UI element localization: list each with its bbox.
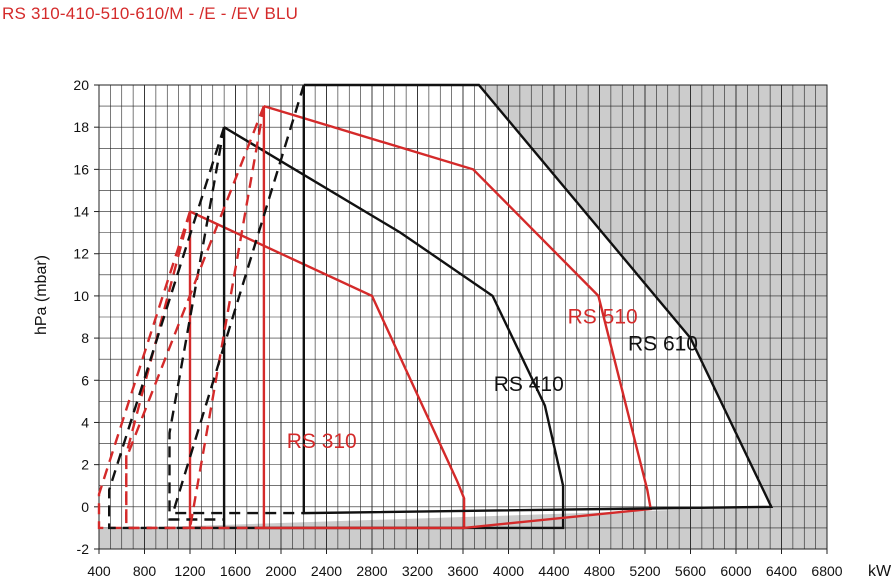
x-tick-label: 6800 — [811, 563, 842, 579]
x-tick-label: 2800 — [356, 563, 387, 579]
y-tick-label: 20 — [73, 77, 89, 93]
x-tick-label: 400 — [87, 563, 111, 579]
rs-610-dashed-curve — [171, 84, 305, 515]
axes: -2 0 2 4 6 8 10 12 14 16 18 20 400 800 1200 1600 2000 240… — [33, 77, 892, 580]
chart-title: RS 310-410-510-610/M - /E - /EV BLU — [2, 4, 299, 23]
y-tick-label: 16 — [73, 161, 89, 177]
rs-410-dashed-curve-2 — [168, 126, 226, 521]
x-tick-label: 1200 — [174, 563, 205, 579]
curves — [97, 83, 774, 530]
x-tick-label: 2000 — [265, 563, 296, 579]
x-tick-label: 2400 — [311, 563, 342, 579]
x-tick-label: 5200 — [629, 563, 660, 579]
x-tick-label: 6400 — [766, 563, 797, 579]
y-tick-label: 14 — [73, 204, 89, 220]
labels: RS 310 RS 410 RS 510 RS 610 — [287, 305, 698, 452]
x-axis-label: kW — [868, 563, 892, 580]
x-tick-label: 4000 — [493, 563, 524, 579]
y-tick-label: 8 — [81, 330, 89, 346]
x-tick-label: 3200 — [402, 563, 433, 579]
y-tick-label: 10 — [73, 288, 89, 304]
rs-310-label: RS 310 — [287, 430, 357, 453]
rs-510-dashed-curve — [125, 105, 266, 530]
x-tick-label: 1600 — [220, 563, 251, 579]
x-tick-label: 6000 — [720, 563, 751, 579]
x-tick-label: 4400 — [538, 563, 569, 579]
y-tick-label: 12 — [73, 246, 89, 262]
y-tick-label: 6 — [81, 372, 89, 388]
y-tick-label: 18 — [73, 119, 89, 135]
rs-310-dashed-curve — [97, 211, 192, 530]
y-tick-label: 2 — [81, 457, 89, 473]
rs-510-label: RS 510 — [568, 305, 638, 328]
x-tick-label: 800 — [133, 563, 157, 579]
y-tick-label: -2 — [77, 541, 90, 557]
rs-610-curve — [302, 83, 774, 515]
rs-510-curve — [262, 104, 653, 530]
rs-610-label: RS 610 — [628, 333, 698, 356]
y-axis-label: hPa (mbar) — [33, 255, 50, 335]
x-tick-label: 3600 — [447, 563, 478, 579]
rs-410-label: RS 410 — [494, 373, 564, 396]
x-tick-label: 5600 — [675, 563, 706, 579]
x-tick-label: 4800 — [584, 563, 615, 579]
y-tick-label: 0 — [81, 499, 89, 515]
y-tick-label: 4 — [81, 414, 89, 430]
